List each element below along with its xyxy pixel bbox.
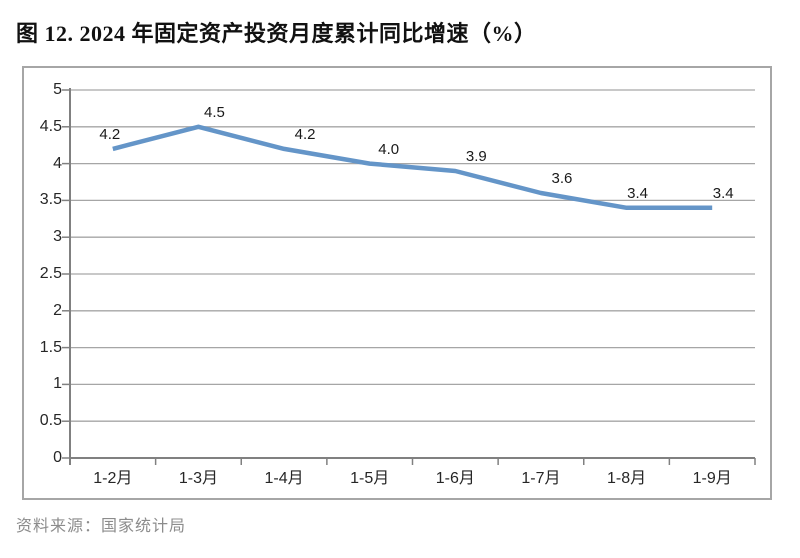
y-tick-label: 4 <box>53 154 62 172</box>
y-tick-label: 0 <box>53 449 62 466</box>
y-tick-label: 5 <box>53 81 62 98</box>
chart-title: 图 12. 2024 年固定资产投资月度累计同比增速（%） <box>16 21 537 46</box>
source-note: 资料来源：国家统计局 <box>16 518 187 535</box>
data-point-label: 4.2 <box>99 125 121 143</box>
x-tick-label: 1-6月 <box>435 470 475 487</box>
line-series <box>112 124 713 211</box>
gridlines <box>70 89 755 422</box>
data-point-label: 4.2 <box>294 125 316 143</box>
data-point-label: 3.4 <box>627 184 648 202</box>
y-tick-label: 3.5 <box>39 191 62 209</box>
y-tick-label: 2.5 <box>39 265 62 282</box>
y-tick-label: 4.5 <box>39 117 62 135</box>
data-point-label: 3.4 <box>712 184 734 202</box>
data-point-label: 3.9 <box>465 147 487 165</box>
axes <box>62 88 756 465</box>
y-tick-label: 1 <box>53 375 62 393</box>
x-tick-label: 1-3月 <box>178 470 218 487</box>
x-tick-label: 1-9月 <box>692 470 732 487</box>
x-tick-label: 1-5月 <box>350 470 390 487</box>
data-point-label: 4.0 <box>378 140 400 158</box>
y-tick-label: 1.5 <box>39 338 62 356</box>
x-tick-label: 1-4月 <box>264 470 304 487</box>
y-tick-label: 0.5 <box>39 412 62 430</box>
x-tick-label: 1-7月 <box>521 470 561 487</box>
x-tick-label: 1-8月 <box>606 470 647 487</box>
data-point-label: 4.5 <box>204 103 225 121</box>
y-tick-label: 3 <box>53 228 62 246</box>
data-point-label: 3.6 <box>551 170 573 188</box>
series-line <box>112 124 713 211</box>
x-tick-label: 1-2月 <box>93 470 133 487</box>
y-tick-label: 2 <box>53 301 62 319</box>
